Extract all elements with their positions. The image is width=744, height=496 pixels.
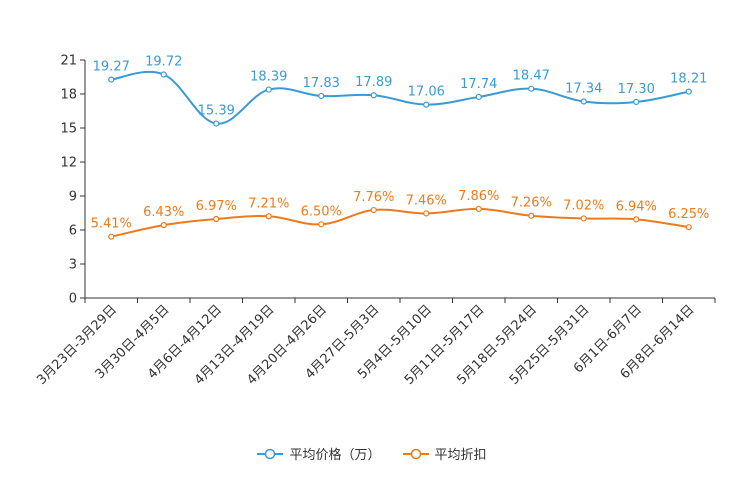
data-label: 7.21% [248,196,289,211]
data-label: 7.26% [511,196,552,211]
data-point[interactable] [265,213,272,220]
y-tick-label: 6 [69,224,77,239]
data-label: 17.34 [565,81,602,96]
legend-line-circle-icon [257,448,284,459]
legend-item-discount[interactable]: 平均折扣 [402,444,487,463]
y-tick-label: 21 [60,54,77,69]
data-point[interactable] [265,86,272,93]
legend-item-price[interactable]: 平均价格（万） [257,444,381,463]
data-label: 7.02% [563,198,604,213]
data-label: 6.43% [143,205,184,220]
data-label: 17.06 [408,85,445,100]
data-label: 17.74 [460,77,497,92]
data-label: 7.46% [406,193,447,208]
y-tick-label: 9 [69,190,77,205]
y-tick-label: 18 [60,88,77,103]
data-point[interactable] [685,224,692,231]
data-label: 19.72 [145,55,182,70]
data-point[interactable] [213,120,220,127]
data-label: 6.94% [616,199,657,214]
data-label: 6.97% [196,199,237,214]
data-label: 6.25% [668,207,709,222]
data-point[interactable] [475,205,482,213]
data-point[interactable] [580,215,587,222]
x-axis: 3月23日-3月29日3月30日-4月5日4月6日-4月12日4月13日-4月1… [34,297,716,388]
data-point[interactable] [685,88,692,95]
data-label: 15.39 [198,104,235,119]
y-tick-label: 0 [69,292,77,307]
legend: 平均价格（万） 平均折扣 [0,444,744,463]
data-label: 6.50% [301,204,342,219]
y-tick-label: 3 [69,258,77,273]
data-point[interactable] [108,76,115,83]
data-point[interactable] [528,212,535,219]
data-label: 17.89 [355,75,392,90]
data-point[interactable] [370,206,377,214]
series-layer: 19.27 19.72 15.39 18.39 17.83 17.89 17.06 17.74… [91,55,709,240]
data-point[interactable] [370,92,377,99]
data-point[interactable] [475,93,482,101]
data-point[interactable] [318,92,325,100]
data-point[interactable] [528,85,535,92]
data-point[interactable] [318,221,325,228]
data-label: 17.30 [618,82,655,97]
y-tick-label: 15 [60,122,77,137]
data-point[interactable] [633,98,640,106]
data-point[interactable] [580,98,587,105]
data-label: 5.41% [91,217,132,232]
data-point[interactable] [160,71,167,78]
y-axis: 0 3 6 9 12 15 18 21 [60,54,86,307]
data-point[interactable] [633,216,640,223]
series-1: 5.41% 6.43% 6.97% 7.21% 6.50% 7.76% 7.46% 7.86%… [91,189,709,240]
data-label: 18.39 [250,70,287,85]
data-label: 7.76% [353,190,394,205]
data-point[interactable] [160,222,167,229]
series-line [111,207,689,238]
data-label: 18.47 [513,69,550,84]
data-point[interactable] [423,101,430,108]
series-0: 19.27 19.72 15.39 18.39 17.83 17.89 17.06 17.74… [93,55,707,127]
data-point[interactable] [213,215,220,223]
data-point[interactable] [108,233,115,240]
legend-label-price: 平均价格（万） [289,448,381,463]
data-label: 18.21 [670,72,707,87]
data-label: 17.83 [303,76,340,91]
data-label: 19.27 [93,60,130,75]
y-tick-label: 12 [60,156,77,171]
legend-label-discount: 平均折扣 [434,448,487,463]
data-label: 7.86% [458,189,499,204]
data-point[interactable] [423,210,430,217]
legend-line-circle-icon [402,448,429,459]
